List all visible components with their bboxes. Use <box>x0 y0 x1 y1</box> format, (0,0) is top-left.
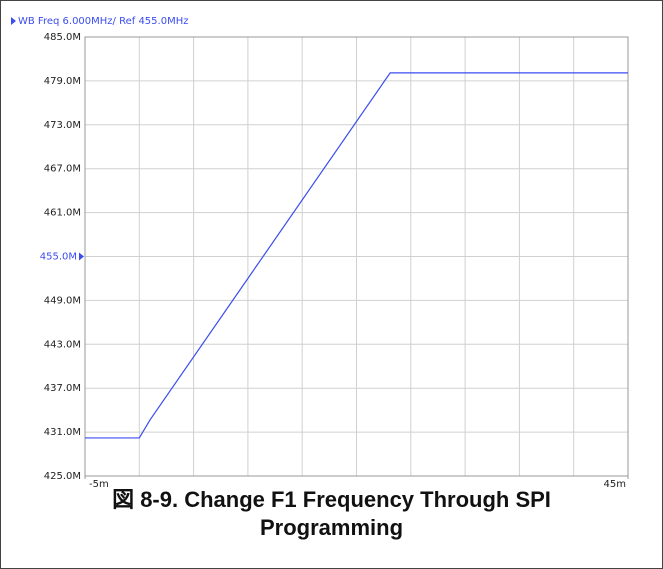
y-tick-label: 467.0M <box>44 164 81 175</box>
plot-frame <box>84 36 629 477</box>
y-tick-label: 449.0M <box>44 295 81 306</box>
caption: 図 8-9. Change F1 Frequency Through SPI P… <box>112 487 551 540</box>
y-tick-label: 431.0M <box>44 427 81 438</box>
y-tick-label: 485.0M <box>44 32 81 43</box>
y-tick-label: 455.0M <box>40 252 77 263</box>
data-line <box>85 72 628 439</box>
y-tick-label: 437.0M <box>44 383 81 394</box>
x-tick-label: 45m <box>604 479 626 490</box>
y-tick-label: 473.0M <box>44 120 81 131</box>
y-tick-label: 461.0M <box>44 208 81 219</box>
y-tick-label: 425.0M <box>44 471 81 482</box>
x-tick-label: -5m <box>89 479 109 490</box>
reference-marker <box>79 252 84 261</box>
chart-title: WB Freq 6.000MHz/ Ref 455.0MHz <box>18 16 188 27</box>
y-tick-label: 479.0M <box>44 76 81 87</box>
title-marker <box>11 17 16 25</box>
y-tick-label: 443.0M <box>44 339 81 350</box>
